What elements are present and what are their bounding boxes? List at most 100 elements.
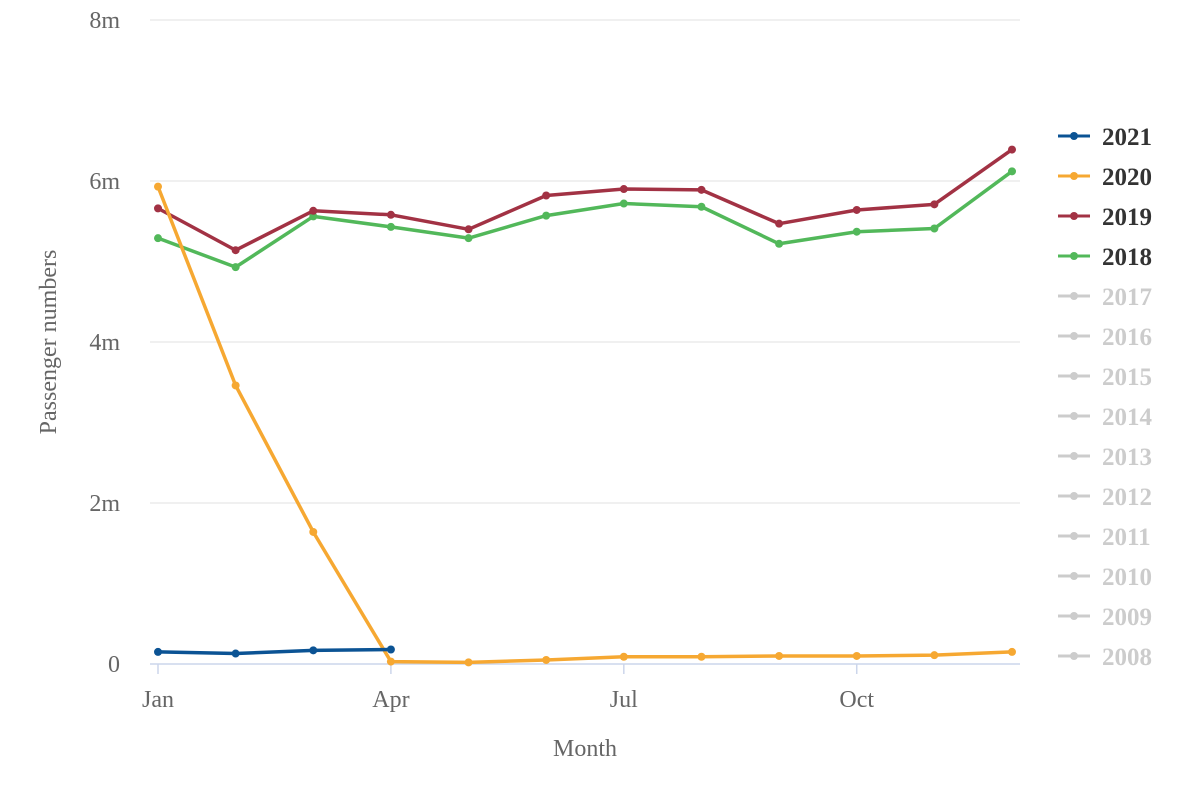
legend-label: 2010 xyxy=(1102,564,1152,591)
legend-item-2011[interactable]: 2011 xyxy=(1058,524,1151,551)
legend-item-2020[interactable]: 2020 xyxy=(1058,164,1152,191)
data-point-2018[interactable] xyxy=(619,199,628,208)
y-grid-lines xyxy=(150,19,1020,504)
legend-marker-symbol xyxy=(1070,372,1078,380)
legend-item-2009[interactable]: 2009 xyxy=(1058,604,1152,631)
y-tick-label: 2m xyxy=(89,491,120,517)
data-point-2018[interactable] xyxy=(542,211,551,220)
legend-item-2018[interactable]: 2018 xyxy=(1058,244,1152,271)
data-point-2018[interactable] xyxy=(309,212,318,221)
data-point-2019[interactable] xyxy=(309,206,318,215)
data-point-2020[interactable] xyxy=(309,527,318,536)
data-point-2018[interactable] xyxy=(386,222,395,231)
y-tick-labels: 0 2m 4m 6m 8m xyxy=(89,8,120,678)
data-point-2018[interactable] xyxy=(697,202,706,211)
x-tick-label: Apr xyxy=(372,687,409,713)
data-point-2020[interactable] xyxy=(852,651,861,660)
x-axis: Jan Apr Jul Oct xyxy=(142,663,1020,713)
data-point-2021[interactable] xyxy=(154,647,162,656)
legend-item-2016[interactable]: 2016 xyxy=(1058,324,1152,351)
legend-label: 2017 xyxy=(1102,284,1152,311)
legend-item-2008[interactable]: 2008 xyxy=(1058,644,1152,671)
y-axis-title: Passenger numbers xyxy=(36,250,62,435)
data-point-2020[interactable] xyxy=(542,655,551,664)
legend-item-2021[interactable]: 2021 xyxy=(1058,124,1152,151)
legend-item-2017[interactable]: 2017 xyxy=(1058,284,1152,311)
legend-marker-symbol xyxy=(1070,532,1078,540)
legend-item-2019[interactable]: 2019 xyxy=(1058,204,1152,231)
x-tick-label: Jan xyxy=(142,687,174,713)
data-point-2019[interactable] xyxy=(619,185,628,194)
legend-item-2012[interactable]: 2012 xyxy=(1058,484,1152,511)
y-tick-label: 4m xyxy=(89,330,120,356)
data-point-2018[interactable] xyxy=(930,224,939,233)
legend-marker-symbol xyxy=(1070,452,1078,460)
legend-label: 2015 xyxy=(1102,364,1152,391)
data-point-2020[interactable] xyxy=(154,182,162,191)
legend-label: 2019 xyxy=(1102,204,1152,231)
data-point-2019[interactable] xyxy=(231,246,240,255)
legend-item-2010[interactable]: 2010 xyxy=(1058,564,1152,591)
data-point-2020[interactable] xyxy=(386,657,395,666)
data-point-2020[interactable] xyxy=(464,658,473,667)
data-point-2019[interactable] xyxy=(542,191,551,200)
data-point-2019[interactable] xyxy=(1008,145,1016,154)
legend-marker-symbol xyxy=(1070,612,1078,620)
data-point-2021[interactable] xyxy=(231,649,240,658)
data-point-2018[interactable] xyxy=(1008,167,1016,176)
y-tick-label: 6m xyxy=(89,169,120,195)
legend-label: 2009 xyxy=(1102,604,1152,631)
legend-marker-symbol xyxy=(1070,412,1078,420)
data-point-2020[interactable] xyxy=(619,652,628,661)
data-point-2021[interactable] xyxy=(386,645,395,654)
series-2019[interactable] xyxy=(154,145,1016,255)
data-point-2018[interactable] xyxy=(464,234,473,243)
legend-marker-symbol xyxy=(1070,252,1078,260)
legend-marker-symbol xyxy=(1070,492,1078,500)
series-2020[interactable] xyxy=(154,182,1016,667)
legend-marker-symbol xyxy=(1070,652,1078,660)
legend-item-2015[interactable]: 2015 xyxy=(1058,364,1152,391)
data-point-2018[interactable] xyxy=(852,227,861,236)
legend-label: 2014 xyxy=(1102,404,1153,431)
x-axis-title: Month xyxy=(553,736,617,762)
y-tick-label: 0 xyxy=(108,652,120,678)
legend-item-2013[interactable]: 2013 xyxy=(1058,444,1152,471)
data-point-2019[interactable] xyxy=(852,205,861,214)
legend-marker-symbol xyxy=(1070,132,1078,140)
legend-item-2014[interactable]: 2014 xyxy=(1058,404,1153,431)
y-tick-label: 8m xyxy=(89,8,120,34)
data-point-2019[interactable] xyxy=(464,225,473,234)
data-point-2020[interactable] xyxy=(697,652,706,661)
series-line-2019[interactable] xyxy=(156,147,1014,252)
legend-label: 2021 xyxy=(1102,124,1152,151)
legend-label: 2018 xyxy=(1102,244,1152,271)
data-point-2020[interactable] xyxy=(1008,647,1016,656)
x-tick-label: Jul xyxy=(610,687,638,713)
legend-label: 2016 xyxy=(1102,324,1152,351)
data-point-2019[interactable] xyxy=(697,185,706,194)
data-point-2020[interactable] xyxy=(231,381,240,390)
legend-marker-symbol xyxy=(1070,292,1078,300)
series-line-2021[interactable] xyxy=(156,647,393,656)
legend-marker-symbol xyxy=(1070,572,1078,580)
legend-label: 2011 xyxy=(1102,524,1151,551)
data-point-2021[interactable] xyxy=(309,646,318,655)
data-point-2018[interactable] xyxy=(154,234,162,243)
legend[interactable]: 2021 2020 2019 2018 2017 2016 2015 2014 2013 2012… xyxy=(1058,124,1153,671)
series-2018[interactable] xyxy=(154,167,1016,272)
data-point-2019[interactable] xyxy=(154,204,162,213)
data-point-2019[interactable] xyxy=(930,200,939,209)
data-point-2018[interactable] xyxy=(231,263,240,272)
series-line-2018[interactable] xyxy=(156,169,1014,269)
data-point-2020[interactable] xyxy=(930,651,939,660)
series-line-2020[interactable] xyxy=(156,184,1014,665)
data-point-2020[interactable] xyxy=(775,651,784,660)
data-point-2019[interactable] xyxy=(775,219,784,228)
legend-label: 2013 xyxy=(1102,444,1152,471)
data-point-2018[interactable] xyxy=(775,239,784,248)
legend-marker-symbol xyxy=(1070,212,1078,220)
series-2021[interactable] xyxy=(154,645,395,658)
data-point-2019[interactable] xyxy=(386,210,395,219)
legend-marker-symbol xyxy=(1070,332,1078,340)
